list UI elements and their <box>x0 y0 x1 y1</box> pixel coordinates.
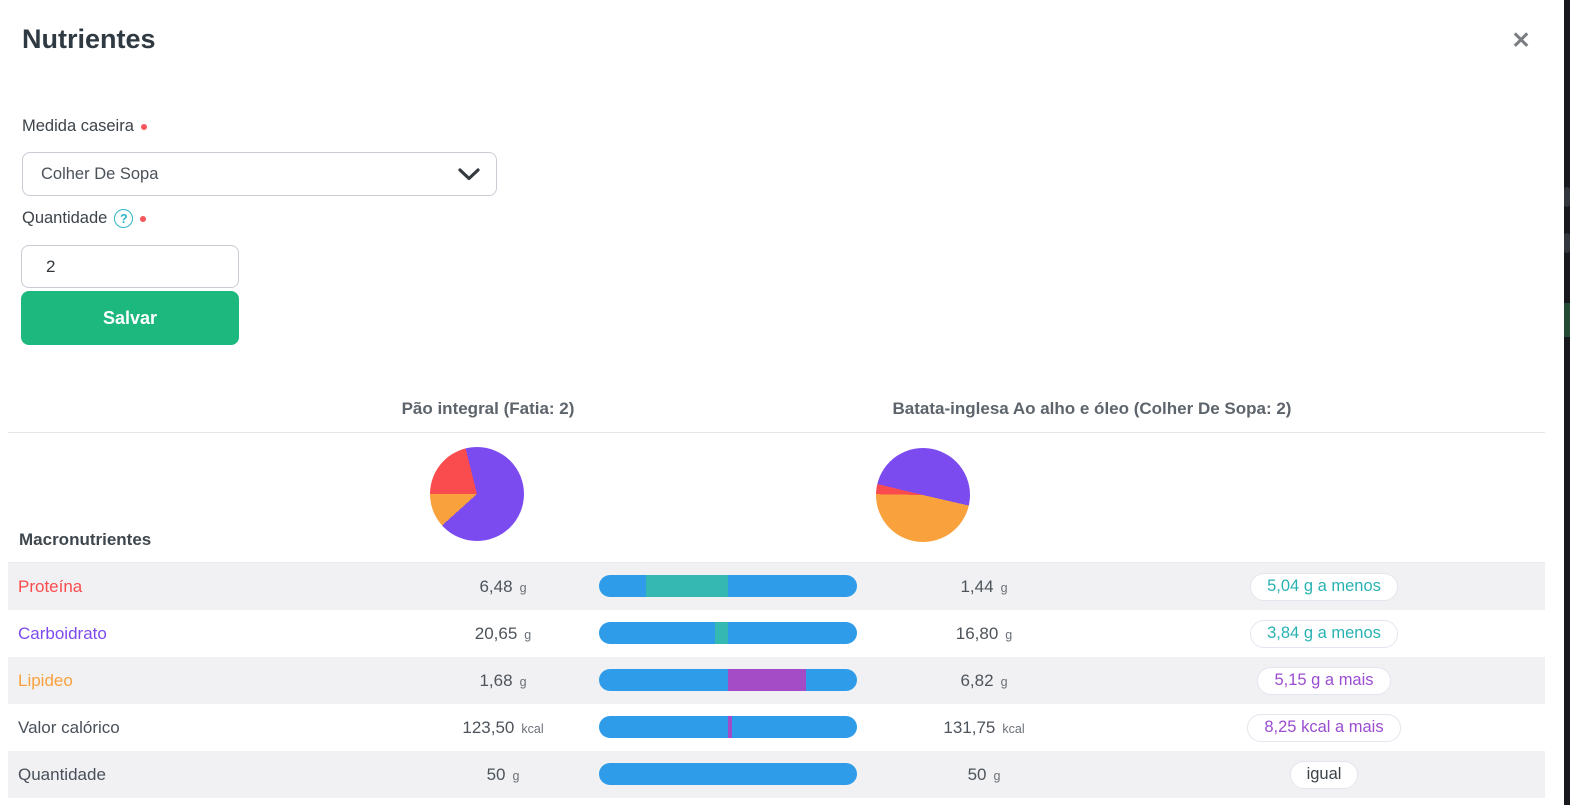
value-text: 131,75 <box>943 717 996 737</box>
close-icon[interactable]: ✕ <box>1503 22 1539 58</box>
measure-label: Medida caseira <box>22 117 134 135</box>
pie-chart-food-2 <box>876 448 970 542</box>
unit-text: g <box>519 581 527 595</box>
value-text: 6,48 <box>479 576 513 596</box>
quantity-label: Quantidade <box>22 209 108 227</box>
status-badge: igual <box>1289 760 1359 789</box>
save-button[interactable]: Salvar <box>21 291 239 345</box>
difference-badge-cell: 8,25 kcal a mais <box>1174 704 1474 751</box>
value-text: 1,44 <box>960 576 994 596</box>
food-1-value: 1,68 g <box>353 657 653 704</box>
table-row-valor-calórico: Valor calórico 123,50 kcal 131,75 kcal 8,25 k… <box>8 704 1545 751</box>
row-label: Quantidade <box>18 764 106 784</box>
background-page-edge <box>1564 0 1570 805</box>
status-badge: 8,25 kcal a mais <box>1247 713 1401 742</box>
row-label: Lipideo <box>18 670 73 690</box>
comparison-bar <box>599 622 857 644</box>
food-2-value: 1,44 g <box>834 563 1134 610</box>
quantity-input[interactable] <box>21 245 239 288</box>
table-row-proteína: Proteína 6,48 g 1,44 g 5,04 g a menos <box>8 563 1545 610</box>
unit-text: g <box>993 769 1001 783</box>
value-text: 1,68 <box>479 670 513 690</box>
background-blob <box>1564 187 1570 207</box>
row-label: Proteína <box>18 576 83 596</box>
table-row-carboidrato: Carboidrato 20,65 g 16,80 g 3,84 g a menos <box>8 610 1545 657</box>
unit-text: kcal <box>1002 722 1025 736</box>
comparison-bar <box>599 716 857 738</box>
value-text: 50 <box>967 764 987 784</box>
food-2-value: 50 g <box>834 751 1134 798</box>
measure-select[interactable]: Colher De Sopa <box>22 152 497 196</box>
food-1-value: 6,48 g <box>353 563 653 610</box>
unit-text: kcal <box>521 722 544 736</box>
comparison-bar <box>599 575 857 597</box>
difference-badge-cell: 5,15 g a mais <box>1174 657 1474 704</box>
difference-badge-cell: 3,84 g a menos <box>1174 610 1474 657</box>
table-row-quantidade: Quantidade 50 g 50 g igual <box>8 751 1545 798</box>
difference-badge-cell: 5,04 g a menos <box>1174 563 1474 610</box>
nutrients-table: Proteína 6,48 g 1,44 g 5,04 g a menos Carboidr… <box>8 562 1545 798</box>
chevron-down-icon <box>458 167 480 180</box>
unit-text: g <box>1005 628 1013 642</box>
row-label: Carboidrato <box>18 623 107 643</box>
measure-label-row: Medida caseira <box>22 117 147 136</box>
value-text: 16,80 <box>955 623 999 643</box>
unit-text: g <box>1000 581 1008 595</box>
value-text: 123,50 <box>462 717 515 737</box>
food-1-value: 50 g <box>353 751 653 798</box>
row-label: Valor calórico <box>18 717 120 737</box>
measure-select-value: Colher De Sopa <box>41 164 159 183</box>
unit-text: g <box>1000 675 1008 689</box>
unit-text: g <box>524 628 532 642</box>
status-badge: 5,15 g a mais <box>1257 666 1391 695</box>
unit-text: g <box>512 769 520 783</box>
section-label-macronutrients: Macronutrientes <box>19 530 152 549</box>
help-icon[interactable]: ? <box>114 209 134 228</box>
page-title: Nutrientes <box>22 24 156 54</box>
column-title-food-2: Batata-inglesa Ao alho e óleo (Colher De… <box>892 399 1292 418</box>
status-badge: 3,84 g a menos <box>1250 619 1398 648</box>
comparison-bar <box>599 669 857 691</box>
column-title-food-1: Pão integral (Fatia: 2) <box>401 399 575 418</box>
food-2-value: 6,82 g <box>834 657 1134 704</box>
value-text: 20,65 <box>474 623 518 643</box>
food-2-value: 131,75 kcal <box>834 704 1134 751</box>
food-2-value: 16,80 g <box>834 610 1134 657</box>
background-blob <box>1564 303 1570 337</box>
table-row-lipideo: Lipideo 1,68 g 6,82 g 5,15 g a mais <box>8 657 1545 704</box>
background-blob <box>1564 233 1570 253</box>
food-1-value: 20,65 g <box>353 610 653 657</box>
quantity-label-row: Quantidade ? <box>22 209 147 228</box>
required-dot-icon <box>140 215 147 222</box>
header-divider <box>8 432 1545 433</box>
required-dot-icon <box>140 123 147 130</box>
pie-chart-food-1 <box>430 447 524 541</box>
value-text: 6,82 <box>960 670 994 690</box>
unit-text: g <box>519 675 527 689</box>
comparison-bar <box>599 763 857 785</box>
food-1-value: 123,50 kcal <box>353 704 653 751</box>
status-badge: 5,04 g a menos <box>1250 572 1398 601</box>
difference-badge-cell: igual <box>1174 751 1474 798</box>
value-text: 50 <box>486 764 506 784</box>
